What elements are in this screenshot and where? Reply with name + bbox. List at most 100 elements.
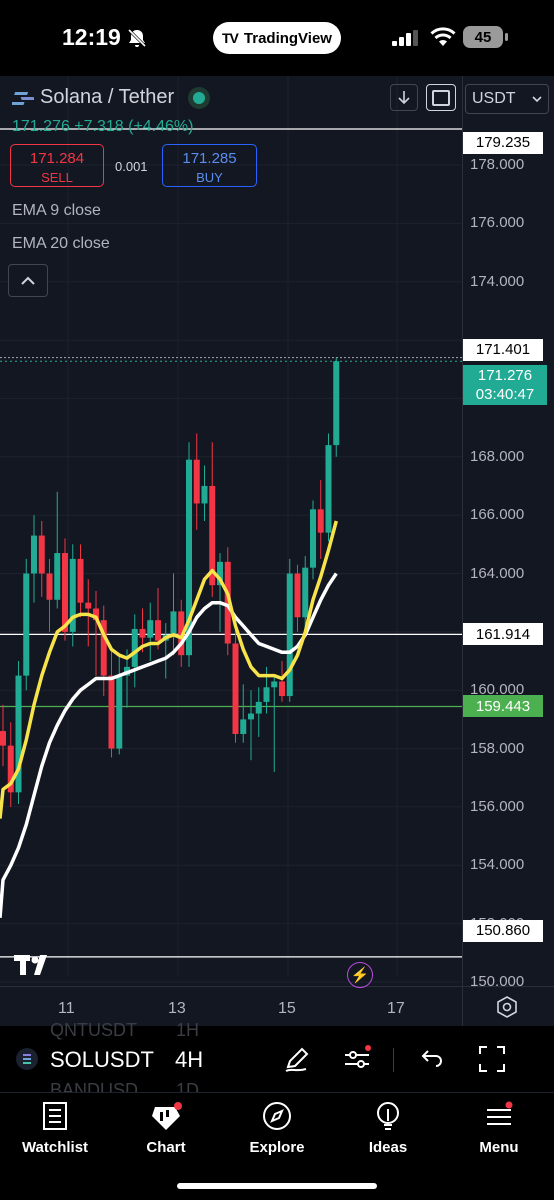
drawing-tool-icon[interactable] <box>282 1044 312 1074</box>
candle-body[interactable] <box>131 628 138 667</box>
undo-icon[interactable] <box>416 1044 446 1074</box>
time-tick-label: 17 <box>387 1000 405 1017</box>
solana-small-icon <box>16 1048 38 1070</box>
fullscreen-icon[interactable] <box>477 1044 507 1074</box>
candle-body[interactable] <box>0 731 6 746</box>
candle-body[interactable] <box>186 459 192 656</box>
candle-body[interactable] <box>294 573 301 618</box>
tradingview-pill[interactable]: TV TradingView <box>213 22 341 54</box>
candle-body[interactable] <box>7 745 14 793</box>
price-tick-label: 178.000 <box>470 156 525 173</box>
bell-slash-icon <box>127 28 147 48</box>
candle-body[interactable] <box>69 558 76 632</box>
candle-body[interactable] <box>271 681 278 688</box>
candle-body[interactable] <box>108 675 115 749</box>
symbol-title: Solana / Tether <box>40 86 175 108</box>
price-label-161: 161.914 <box>463 623 543 646</box>
candle-body[interactable] <box>310 509 316 568</box>
chart-settings-icon[interactable] <box>496 996 518 1018</box>
candle-body[interactable] <box>77 558 84 603</box>
candle-body[interactable] <box>54 553 61 600</box>
chart-layout-button[interactable] <box>426 84 456 111</box>
candle-body[interactable] <box>248 713 254 720</box>
ema9-line[interactable] <box>0 520 338 819</box>
price-tick-label: 158.000 <box>470 739 525 757</box>
candle-body[interactable] <box>193 459 200 504</box>
candle-body[interactable] <box>263 687 270 702</box>
price-tick-label: 154.000 <box>470 856 525 874</box>
candle-body[interactable] <box>325 445 332 533</box>
candle-body[interactable] <box>232 643 239 734</box>
tradingview-watermark-icon <box>14 952 56 984</box>
price-label-last-high: 171.401 <box>463 338 543 361</box>
interval-selector[interactable]: 4H <box>175 1047 204 1072</box>
cellular-signal-icon <box>392 30 418 46</box>
market-status-icon[interactable] <box>188 86 211 109</box>
chart-pane[interactable]: 178.000176.000174.000170.000168.000166.0… <box>0 76 554 1026</box>
indicator-ema9[interactable]: EMA 9 close <box>12 202 101 219</box>
indicators-icon[interactable] <box>342 1044 372 1074</box>
candle-body[interactable] <box>139 628 146 638</box>
buy-button[interactable]: 171.285 BUY <box>162 144 257 187</box>
time-tick-label: 11 <box>58 1000 75 1017</box>
candle-body[interactable] <box>209 485 216 586</box>
battery-icon: 45 <box>463 26 503 48</box>
candle-body[interactable] <box>116 675 123 749</box>
candle-body[interactable] <box>279 681 285 697</box>
candle-body[interactable] <box>317 509 324 533</box>
price-axis[interactable] <box>462 76 554 1026</box>
ema20-line[interactable] <box>0 572 338 918</box>
candle-body[interactable] <box>100 620 107 676</box>
candle-body[interactable] <box>240 719 247 734</box>
tradingview-logo-icon: TV <box>222 30 239 46</box>
candle-body[interactable] <box>46 573 53 600</box>
candle-body[interactable] <box>286 573 293 697</box>
candle-body[interactable] <box>255 701 262 714</box>
candle-body[interactable] <box>15 675 22 793</box>
candle-body[interactable] <box>333 361 340 446</box>
indicator-ema20[interactable]: EMA 20 close <box>12 235 110 252</box>
symbol-selector[interactable]: SOLUSDT <box>50 1047 154 1072</box>
price-chart[interactable] <box>0 76 554 1026</box>
buy-label: BUY <box>196 170 223 185</box>
nav-chart[interactable]: Chart <box>111 1101 221 1156</box>
candle-body[interactable] <box>201 485 208 504</box>
nav-watchlist[interactable]: Watchlist <box>0 1101 110 1156</box>
nav-menu[interactable]: Menu <box>444 1101 554 1156</box>
candle-body[interactable] <box>62 553 68 632</box>
candle-body[interactable] <box>85 602 92 609</box>
candle-body[interactable] <box>23 573 30 676</box>
candle-body[interactable] <box>147 620 154 638</box>
collapse-legend-button[interactable] <box>8 264 48 297</box>
chevron-up-icon <box>21 276 35 285</box>
candle-body[interactable] <box>93 608 99 621</box>
candle-body[interactable] <box>178 611 185 656</box>
currency-select[interactable]: USDT <box>465 84 549 114</box>
wifi-icon <box>430 27 456 46</box>
price-label-150: 150.860 <box>463 919 543 942</box>
price-tick-label: 176.000 <box>470 214 525 232</box>
hamburger-menu-icon <box>487 1101 513 1125</box>
candle-body[interactable] <box>217 561 223 586</box>
sell-button[interactable]: 171.284 SELL <box>10 144 104 187</box>
candle-body[interactable] <box>224 561 231 644</box>
candle-body[interactable] <box>31 535 37 574</box>
candle-body[interactable] <box>302 567 309 618</box>
nav-explore[interactable]: Explore <box>222 1101 332 1156</box>
solana-icon <box>12 91 34 105</box>
price-tick-label: 150.000 <box>470 973 525 990</box>
battery-nub <box>505 33 508 41</box>
candle-body[interactable] <box>155 620 161 641</box>
nav-label-watchlist: Watchlist <box>21 1139 89 1156</box>
symbol-legend[interactable]: Solana / Tether <box>12 86 211 109</box>
nav-ideas[interactable]: Ideas <box>333 1101 443 1156</box>
candle-body[interactable] <box>38 535 45 574</box>
nav-label-menu: Menu <box>479 1139 519 1156</box>
price-label-high: 179.235 <box>463 131 543 154</box>
download-button[interactable] <box>390 84 418 111</box>
candle-body[interactable] <box>170 611 177 635</box>
price-tick-label: 174.000 <box>470 272 525 290</box>
nav-label-chart: Chart <box>146 1139 186 1156</box>
lightning-icon[interactable]: ⚡ <box>347 962 373 988</box>
last-price-label: 171.276 03:40:47 <box>463 365 547 406</box>
